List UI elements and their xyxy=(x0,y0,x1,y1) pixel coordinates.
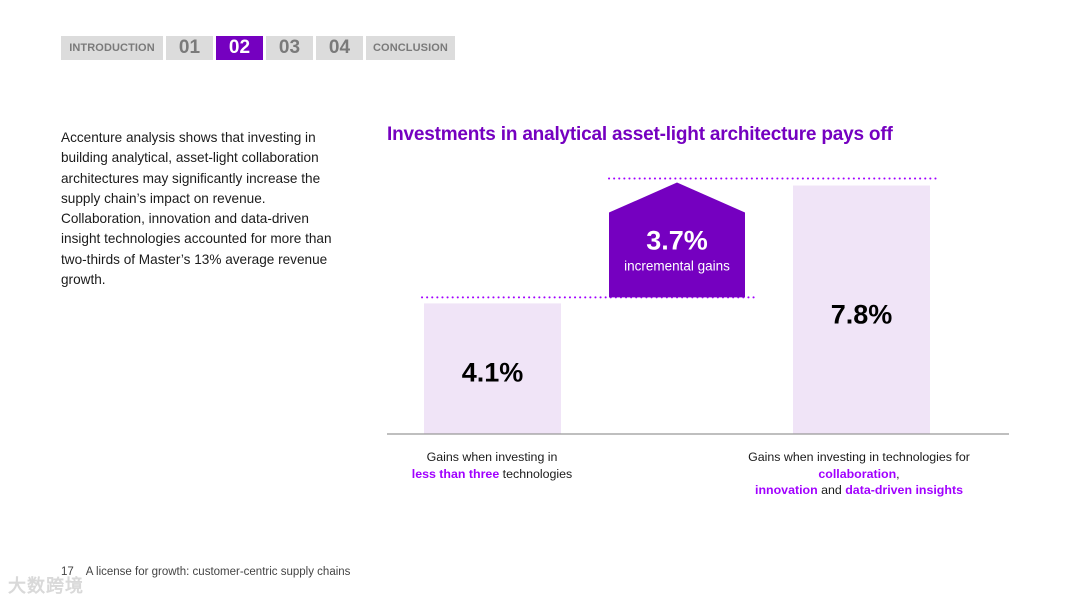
bar-value-label-a: 4.1% xyxy=(462,357,524,387)
category-b-highlight-collaboration: collaboration xyxy=(818,466,897,481)
category-label-b: Gains when investing in technologies for… xyxy=(744,449,974,499)
category-label-a: Gains when investing in less than three … xyxy=(387,449,597,482)
category-b-highlight-insights: data-driven insights xyxy=(845,483,963,497)
tab-03[interactable]: 03 xyxy=(266,36,313,60)
body-paragraph: Accenture analysis shows that investing … xyxy=(61,130,332,288)
watermark: 大数跨境 xyxy=(8,576,84,596)
footer: 17 A license for growth: customer-centri… xyxy=(61,566,350,578)
tab-02[interactable]: 02 xyxy=(216,36,263,60)
page-number: 17 xyxy=(61,566,74,578)
bar-value-label-b: 7.8% xyxy=(831,300,893,330)
category-b-highlight-innovation: innovation xyxy=(755,483,818,497)
incremental-gains-caption: incremental gains xyxy=(624,259,730,274)
category-b-sep2: and xyxy=(817,483,846,497)
bar-collaboration-innovation-insights xyxy=(793,185,930,434)
chart-title: Investments in analytical asset-light ar… xyxy=(387,124,893,145)
tab-04[interactable]: 04 xyxy=(316,36,363,60)
category-b-sep1: , xyxy=(896,466,900,481)
category-a-highlight: less than three xyxy=(411,466,500,481)
section-nav: INTRODUCTION 01 02 03 04 CONCLUSION xyxy=(61,36,455,60)
category-b-text: Gains when investing in technologies for xyxy=(748,450,970,464)
bar-less-than-three xyxy=(424,303,561,434)
incremental-gains-house-shape xyxy=(609,182,745,298)
incremental-gains-value: 3.7% xyxy=(646,226,708,256)
tab-conclusion[interactable]: CONCLUSION xyxy=(366,36,455,60)
tab-introduction[interactable]: INTRODUCTION xyxy=(61,36,163,60)
category-a-suffix: technologies xyxy=(499,466,573,481)
tab-01[interactable]: 01 xyxy=(166,36,213,60)
category-a-text: Gains when investing in xyxy=(426,450,558,464)
footer-title: A license for growth: customer-centric s… xyxy=(85,566,351,578)
